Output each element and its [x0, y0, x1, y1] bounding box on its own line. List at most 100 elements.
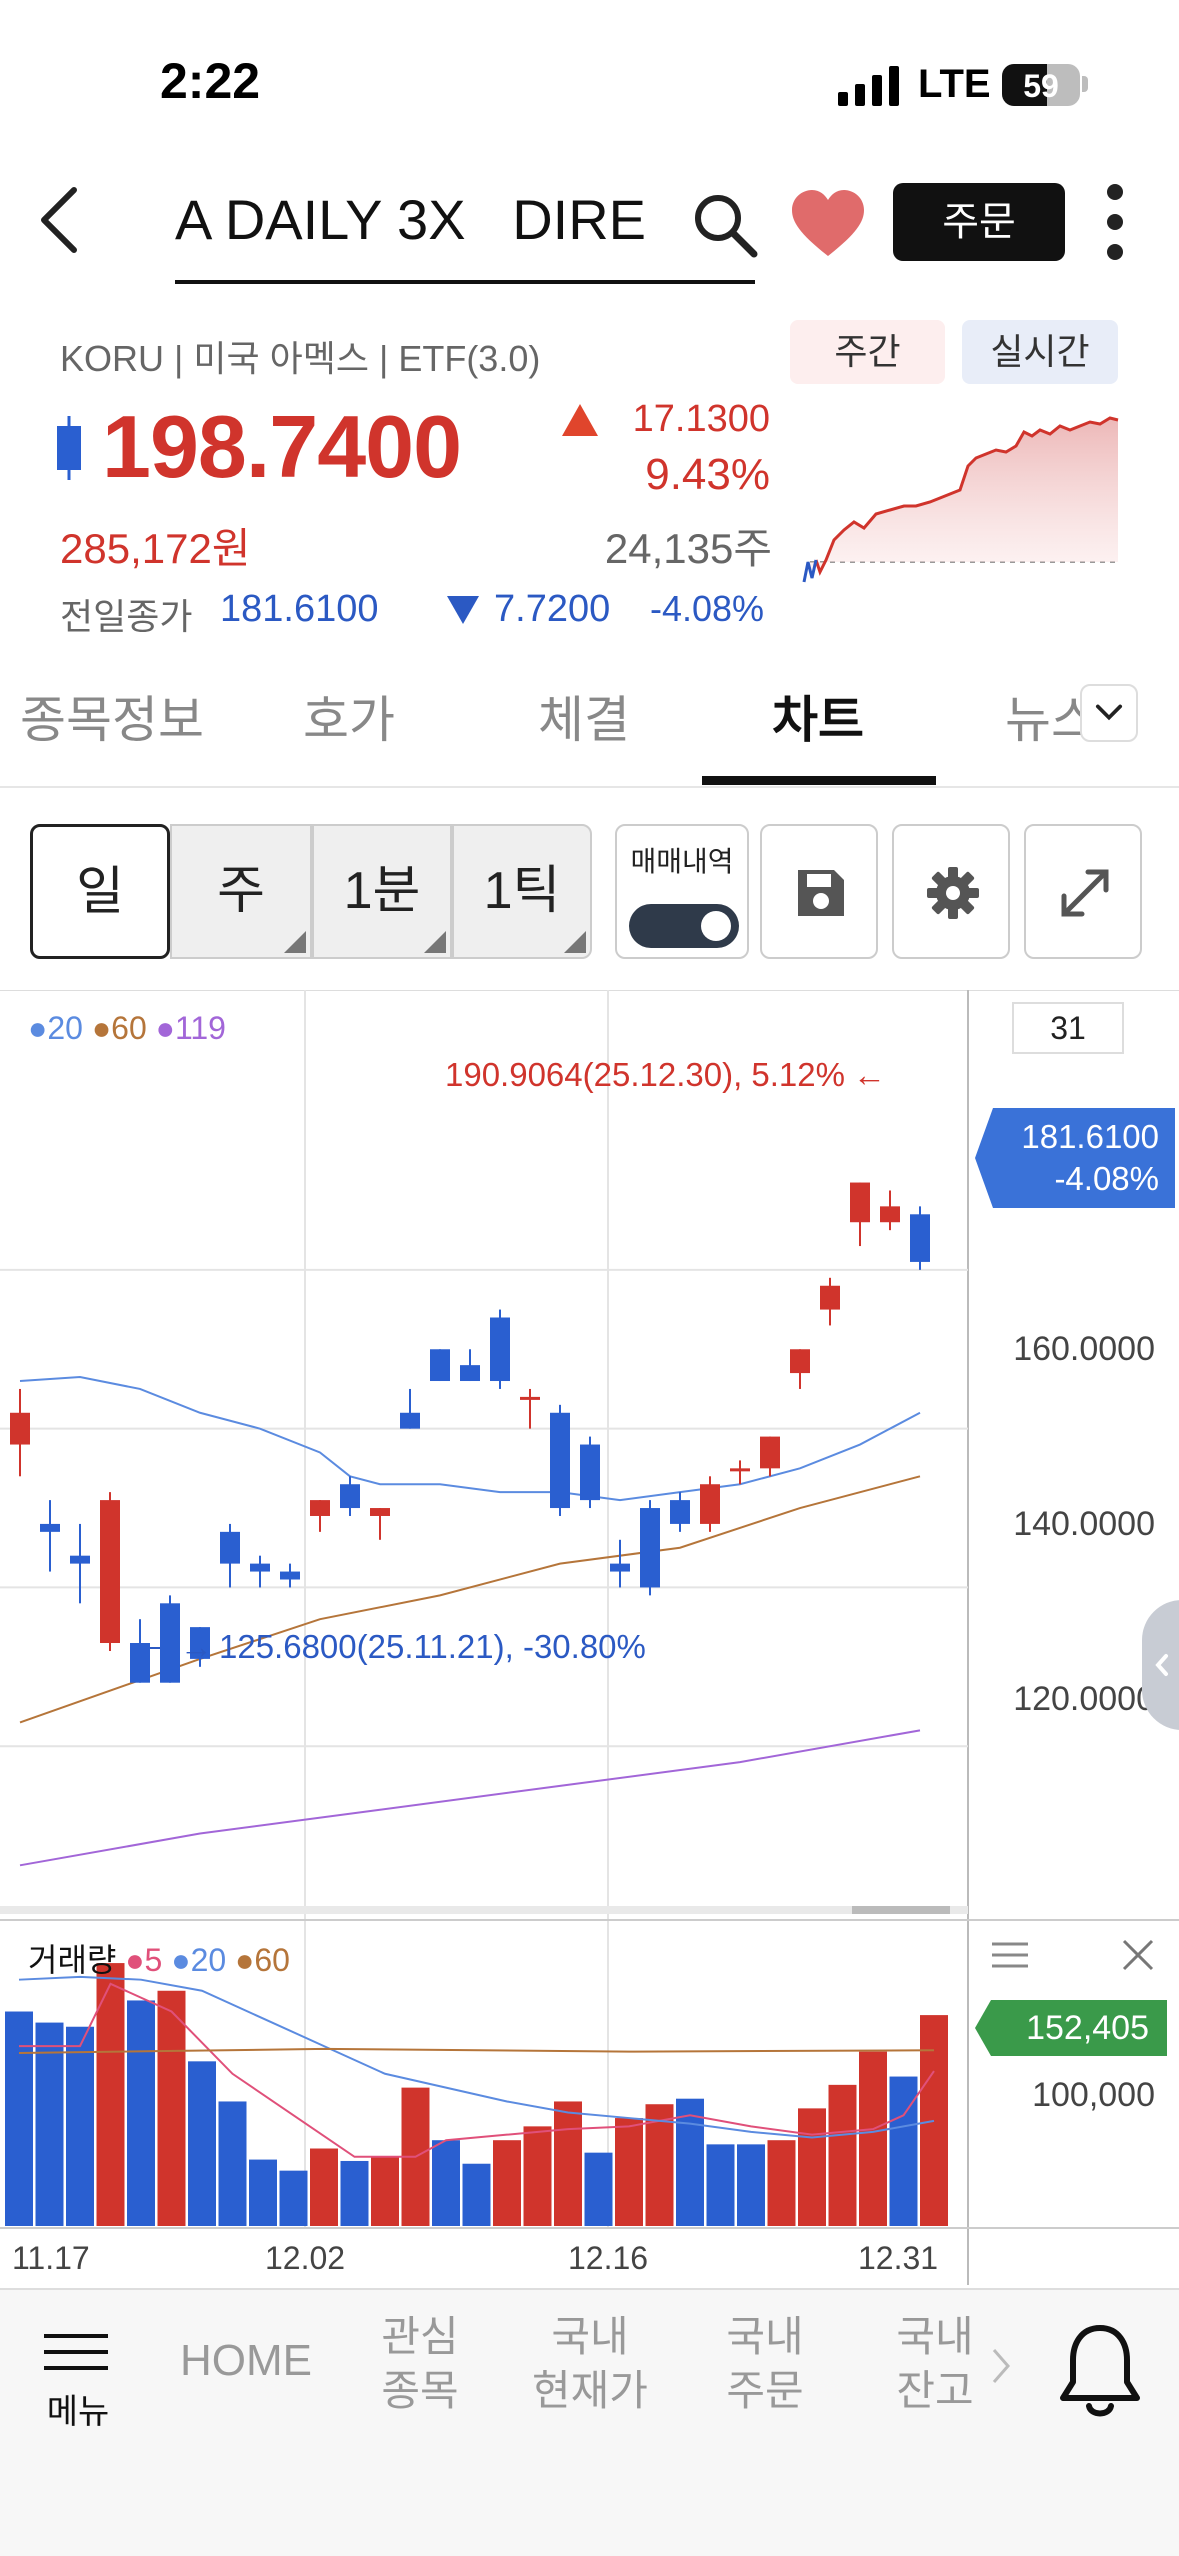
nav-domestic-order[interactable]: 국내 주문	[710, 2310, 820, 2418]
close-icon[interactable]	[1118, 1935, 1158, 1975]
expand-icon	[1061, 869, 1109, 917]
volume-bar	[279, 2170, 308, 2226]
volume-bar	[432, 2140, 460, 2226]
price-change-percent: 9.43%	[645, 450, 770, 499]
period-week-button[interactable]: 주	[170, 824, 312, 959]
stock-title-field[interactable]: A DAILY 3X DIRE	[175, 180, 755, 284]
volume-bar	[676, 2098, 704, 2226]
candle-body	[520, 1396, 540, 1400]
side-panel-handle[interactable]	[1142, 1600, 1179, 1730]
volume-bar	[584, 2152, 613, 2226]
candle-body	[670, 1500, 690, 1524]
volume-bar	[66, 2026, 94, 2226]
more-options-icon[interactable]	[1100, 180, 1130, 264]
weekly-mini-chart-tab[interactable]: 주간	[790, 320, 945, 384]
indicator-menu-icon[interactable]	[990, 1940, 1030, 1970]
candle-body	[130, 1643, 150, 1683]
trade-history-toggle-button[interactable]: 매매내역	[615, 824, 749, 959]
settings-button[interactable]	[892, 824, 1010, 959]
trade-volume: 24,135주	[604, 525, 772, 572]
candle-body	[760, 1436, 780, 1469]
candle-body	[430, 1349, 450, 1382]
chevron-down-icon[interactable]	[1080, 684, 1138, 742]
current-price-badge	[975, 1108, 1175, 1208]
volume-bar	[493, 2140, 521, 2226]
price-chart[interactable]	[0, 990, 1179, 2290]
realtime-mini-chart-tab[interactable]: 실시간	[962, 320, 1118, 384]
period-minute-button[interactable]: 1분	[312, 824, 452, 959]
y-tick-label: 160.0000	[1013, 1330, 1155, 1368]
period-day-button[interactable]: 일	[30, 824, 170, 959]
current-volume-badge-text: 152,405	[975, 2000, 1167, 2056]
order-button[interactable]: 주문	[893, 183, 1065, 261]
dropdown-corner-icon	[424, 931, 446, 953]
volume-ma-lines	[18, 1975, 935, 2158]
nav-domestic-price[interactable]: 국내 현재가	[520, 2310, 660, 2418]
badge-volume: 152,405	[1026, 2009, 1149, 2047]
vol-ma20-legend: 20	[190, 1942, 227, 1978]
chevron-right-icon[interactable]	[990, 2346, 1012, 2386]
nav-domestic-balance[interactable]: 국내 잔고	[880, 2310, 990, 2418]
tab-chart[interactable]: 차트	[772, 692, 864, 748]
prev-close-value: 181.6100	[220, 588, 379, 630]
bell-icon[interactable]	[1055, 2320, 1145, 2420]
ma20-legend: 20	[47, 1010, 83, 1046]
candle-body	[580, 1444, 600, 1501]
high-annotation-text: 190.9064(25.12.30), 5.12%	[445, 1056, 845, 1093]
volume-bar	[767, 2140, 796, 2226]
nav-menu-label: 메뉴	[46, 2393, 110, 2431]
volume-bar	[523, 2126, 552, 2226]
nav-domestic-order-line2: 주문	[726, 2367, 804, 2414]
volume-bar	[889, 2076, 918, 2226]
prev-close-label: 전일종가	[60, 596, 193, 637]
save-icon	[798, 870, 844, 916]
volume-bar	[462, 2163, 491, 2226]
x-tick-label: 12.31	[858, 2240, 939, 2276]
candle-body	[820, 1285, 840, 1310]
candle-body	[610, 1563, 630, 1572]
nav-domestic-order-line1: 국내	[726, 2313, 804, 2360]
nav-watchlist[interactable]: 관심 종목	[365, 2310, 475, 2418]
save-button[interactable]	[760, 824, 878, 959]
tab-stock-info[interactable]: 종목정보	[20, 692, 204, 748]
tab-executions[interactable]: 체결	[538, 692, 630, 748]
chart-scrollbar-track	[0, 1906, 968, 1914]
battery-icon: 59	[1002, 64, 1080, 106]
tab-news[interactable]: 뉴스	[1005, 692, 1085, 748]
trade-history-label: 매매내역	[630, 846, 734, 877]
down-triangle-icon	[447, 596, 479, 624]
battery-level: 59	[1023, 68, 1059, 104]
volume-bars	[5, 1963, 948, 2226]
candle-body	[310, 1500, 330, 1516]
nav-domestic-price-line2: 현재가	[532, 2367, 648, 2414]
vol-ma5-line	[19, 1982, 935, 2158]
search-icon[interactable]	[690, 190, 760, 260]
nav-menu-button[interactable]: 메뉴	[30, 2320, 126, 2431]
nav-domestic-balance-line1: 국내	[896, 2313, 974, 2360]
trade-history-toggle[interactable]	[629, 904, 739, 948]
network-type: LTE	[918, 62, 991, 106]
tab-order-book[interactable]: 호가	[303, 692, 395, 748]
period-week-label: 주	[217, 862, 265, 920]
fullscreen-button[interactable]	[1024, 824, 1142, 959]
candle-body	[280, 1571, 300, 1580]
price-ma-legend: ●20 ●60 ●119	[28, 1010, 226, 1046]
battery-nub	[1082, 76, 1088, 92]
current-volume-badge	[975, 2000, 1167, 2056]
candle-body	[460, 1365, 480, 1382]
nav-home[interactable]: HOME	[180, 2336, 312, 2385]
intraday-mini-chart[interactable]	[800, 410, 1120, 590]
ma60-line	[19, 1475, 921, 1724]
candles	[10, 1182, 930, 1683]
vol-ma5-legend: 5	[144, 1942, 163, 1978]
period-tick-button[interactable]: 1틱	[452, 824, 592, 959]
vol-ma60-line	[18, 2047, 935, 2055]
low-annotation: → 125.6800(25.11.21), -30.80%	[180, 1628, 646, 1665]
favorite-heart-icon[interactable]	[790, 188, 866, 260]
moving-average-lines	[19, 1376, 921, 1867]
volume-bar	[127, 2000, 155, 2226]
candle-body	[370, 1508, 390, 1516]
back-chevron-icon[interactable]	[30, 180, 90, 260]
candle-body	[550, 1412, 570, 1509]
ma60-legend: 60	[111, 1010, 147, 1046]
